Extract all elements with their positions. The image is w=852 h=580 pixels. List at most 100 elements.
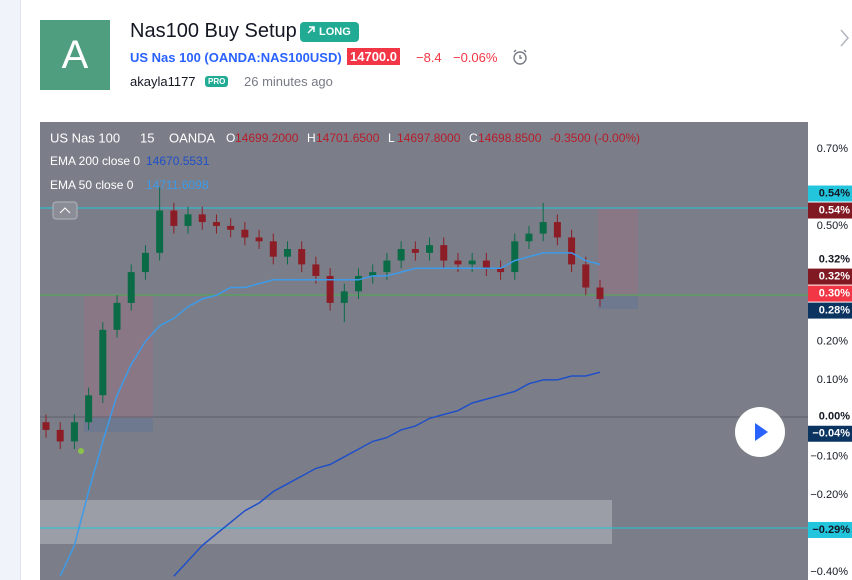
- stop-zone: [84, 418, 153, 432]
- price-label-bg: [808, 425, 852, 442]
- candle-body: [70, 422, 78, 442]
- ema-line: [59, 252, 601, 577]
- play-icon: [755, 423, 768, 441]
- candle-body: [482, 260, 490, 269]
- candle-body: [397, 249, 405, 261]
- candle-body: [440, 245, 448, 261]
- chart: US Nas 100 15 OANDA O 14699.2000 H 14701.65…: [40, 122, 852, 580]
- candle-body: [184, 214, 192, 226]
- legend-symbol: US Nas 100: [50, 130, 120, 145]
- ema-line: [173, 371, 601, 577]
- candle-body: [497, 268, 505, 273]
- price-label: 0.54%: [819, 204, 850, 216]
- ohlc-change: -0.3500 (-0.00%): [550, 131, 640, 145]
- side-strip: [0, 0, 21, 580]
- price-label-bg: [808, 521, 852, 538]
- ohlc-key: O: [226, 131, 235, 145]
- ohlc-key: H: [307, 131, 316, 145]
- legend-name: EMA 200 close 0: [50, 154, 140, 168]
- candle-body: [42, 422, 50, 430]
- y-tick-label: −0.10%: [810, 451, 848, 463]
- alarm-icon[interactable]: [511, 48, 531, 66]
- candle-body: [525, 233, 533, 242]
- price-label: −0.29%: [812, 524, 850, 536]
- price-label: −0.04%: [812, 428, 850, 440]
- next-chevron[interactable]: [838, 28, 852, 48]
- legend-value: 14670.5531: [146, 154, 210, 168]
- candle-body: [156, 210, 164, 253]
- price-label: 0.28%: [819, 304, 850, 316]
- ohlc-value: 14701.6500: [316, 131, 380, 145]
- candle-body: [596, 287, 604, 300]
- price-label-bg: [808, 268, 852, 285]
- candle-body: [99, 329, 107, 396]
- candle-body: [511, 241, 519, 273]
- candle-body: [241, 229, 249, 238]
- y-tick-label: 0.10%: [817, 374, 848, 386]
- price-label: 0.32%: [819, 253, 850, 265]
- candle-body: [269, 241, 277, 257]
- symbol-link[interactable]: US Nas 100 (OANDA:NAS100USD): [130, 50, 342, 65]
- candle-body: [426, 245, 434, 253]
- candle-body: [468, 260, 476, 265]
- signal-dot: [78, 448, 84, 454]
- candle-body: [170, 210, 178, 226]
- candle-body: [85, 395, 93, 423]
- price-label: 0.54%: [819, 187, 850, 199]
- collapse-icon: [59, 207, 71, 214]
- price-badge: 14700.0: [347, 48, 400, 65]
- candle-body: [227, 225, 235, 230]
- collapse-button[interactable]: [52, 201, 78, 220]
- price-label: 0.32%: [819, 270, 850, 282]
- change: −8.4: [416, 50, 442, 65]
- y-tick-label: 0.50%: [817, 220, 848, 232]
- price-label-bg: [808, 408, 852, 425]
- y-tick-label: 0.20%: [817, 335, 848, 347]
- candle-body: [255, 237, 263, 242]
- ohlc-value: 14699.2000: [235, 131, 299, 145]
- price-label-bg: [808, 302, 852, 319]
- legend-value: 14711.6098: [146, 178, 209, 192]
- ohlc-key: C: [469, 131, 478, 145]
- candle-body: [582, 264, 590, 288]
- candle-body: [298, 249, 306, 265]
- idea-title[interactable]: Nas100 Buy Setup: [130, 20, 297, 42]
- stop-zone: [598, 296, 638, 309]
- y-tick-label: −0.40%: [810, 566, 848, 578]
- candle-body: [369, 272, 377, 276]
- direction: LONG: [319, 26, 351, 38]
- target-zone: [598, 208, 638, 296]
- price-label-bg: [808, 251, 852, 268]
- change-pct: −0.06%: [453, 50, 498, 65]
- candle-body: [326, 275, 334, 303]
- direction-badge: LONG: [300, 22, 359, 42]
- candle-body: [56, 429, 64, 442]
- price-label: 0.00%: [819, 411, 850, 423]
- candle-body: [127, 272, 135, 303]
- price-label-bg: [808, 202, 852, 219]
- y-tick-label: 0.70%: [817, 143, 848, 155]
- legend-name: EMA 50 close 0: [50, 178, 134, 192]
- candle-body: [568, 237, 576, 265]
- time-ago: 26 minutes ago: [244, 74, 333, 89]
- arrow-icon: [307, 26, 315, 34]
- candle-body: [141, 252, 149, 273]
- price-label: 0.30%: [819, 287, 850, 299]
- candle-body: [113, 302, 121, 330]
- legend-exchange: OANDA: [169, 130, 216, 145]
- candle-body: [539, 222, 547, 234]
- ohlc-key: L: [388, 131, 395, 145]
- author[interactable]: akayla1177: [130, 74, 196, 89]
- candle-body: [411, 249, 419, 253]
- candle-body: [283, 249, 291, 257]
- candle-body: [340, 291, 348, 303]
- price-label-bg: [808, 185, 852, 202]
- candle-body: [454, 260, 462, 265]
- y-tick-label: −0.20%: [810, 489, 848, 501]
- avatar[interactable]: A: [40, 20, 110, 90]
- pro-badge: PRO: [205, 76, 229, 87]
- candle-body: [198, 214, 206, 223]
- candle-body: [355, 275, 363, 292]
- legend-interval: 15: [140, 130, 154, 145]
